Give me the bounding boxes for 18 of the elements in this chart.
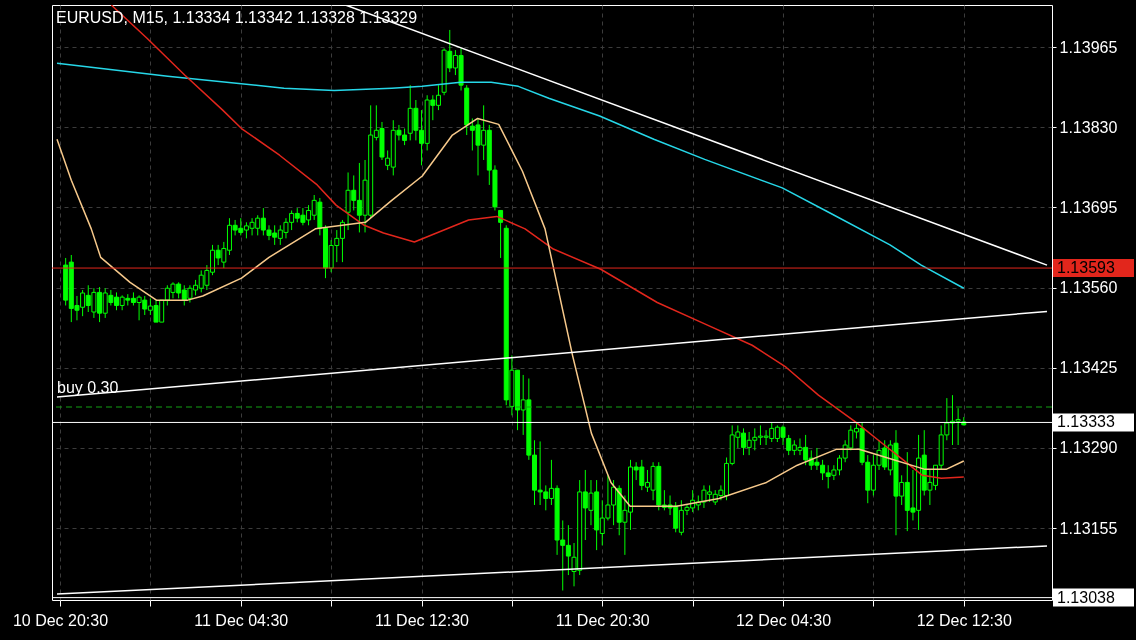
ref-line-label: 1.13038 xyxy=(1057,588,1115,606)
y-tick-label: 1.13560 xyxy=(1059,279,1118,297)
y-tick-label: 1.13290 xyxy=(1059,439,1118,457)
candlestick xyxy=(498,209,504,259)
ref-line-label: 1.13593 xyxy=(1057,259,1115,277)
y-tick-label: 1.13830 xyxy=(1059,118,1118,136)
y-tick-label: 1.13965 xyxy=(1059,38,1118,56)
x-tick-label: 12 Dec 12:30 xyxy=(916,611,1012,629)
ref-line-label: 1.13333 xyxy=(1057,413,1115,431)
x-tick-label: 11 Dec 12:30 xyxy=(375,611,470,629)
y-tick-label: 1.13695 xyxy=(1059,198,1118,216)
x-tick-label: 10 Dec 20:30 xyxy=(12,611,109,629)
y-tick-label: 1.13425 xyxy=(1059,359,1118,377)
y-tick-label: 1.13155 xyxy=(1059,519,1118,537)
x-tick-label: 11 Dec 04:30 xyxy=(194,611,289,629)
ref-line-label: buy 0.30 xyxy=(57,379,119,397)
x-tick-label: 11 Dec 20:30 xyxy=(555,611,650,629)
x-tick-label: 12 Dec 04:30 xyxy=(735,611,832,629)
